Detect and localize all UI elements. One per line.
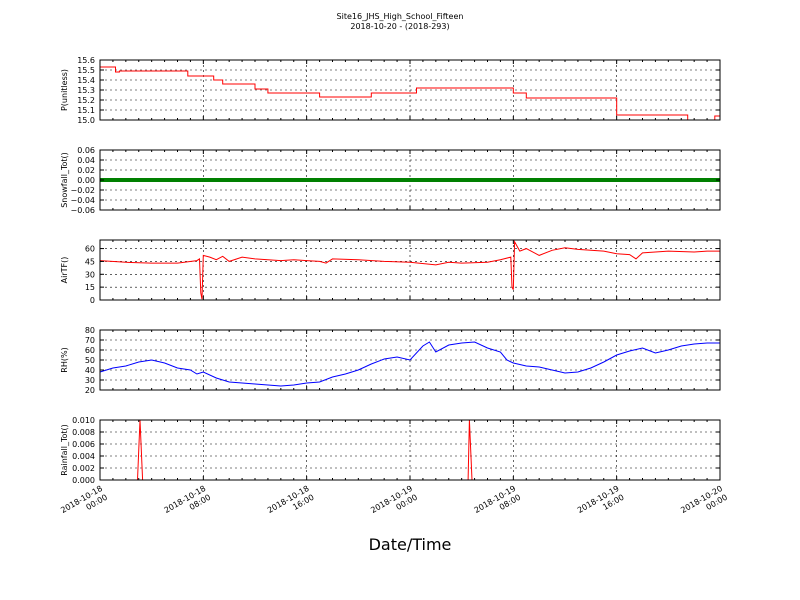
y-ticks: 0 15 30 45 60 [85, 245, 720, 305]
y-tick-label: 30 [85, 270, 95, 279]
grid [100, 420, 720, 480]
y-tick-label: 0.02 [77, 166, 95, 175]
y-tick-label: −0.06 [70, 206, 95, 215]
panel-5: 0.000 0.002 0.004 0.006 0.008 0.010Rainfall_T… [60, 416, 721, 485]
y-tick-label: −0.04 [70, 196, 95, 205]
grid [100, 240, 720, 300]
y-tick-label: 0 [90, 296, 95, 305]
y-tick-label: 15.2 [77, 96, 95, 105]
y-tick-label: 15.0 [77, 116, 95, 125]
y-tick-label: 15.3 [77, 86, 95, 95]
y-tick-label: 45 [85, 257, 95, 266]
y-tick-label: 0.010 [72, 416, 95, 425]
y-tick-label: 80 [85, 326, 95, 335]
y-tick-label: 60 [85, 245, 95, 254]
y-tick-label: 15.4 [77, 76, 95, 85]
panels: 15.015.115.215.315.415.515.6 P(unitless) −… [60, 56, 721, 485]
x-ticks [99, 330, 721, 390]
y-tick-label: 15 [85, 283, 95, 292]
y-tick-label: −0.02 [70, 186, 95, 195]
panel-3: 0 15 30 45 60 AirTF() [60, 239, 721, 305]
x-ticks [99, 240, 721, 300]
y-tick-label: 20 [85, 386, 95, 395]
chart-title: Site16_JHS_High_School_Fifteen [337, 12, 464, 21]
panel-1: 15.015.115.215.315.415.515.6 P(unitless) [60, 56, 721, 125]
y-tick-label: 0.002 [72, 464, 95, 473]
y-tick-label: 0.008 [72, 428, 95, 437]
panel-2: −0.06−0.04−0.020.000.020.040.06Snowfall_… [60, 146, 721, 215]
chart-subtitle: 2018-10-20 - (2018-293) [350, 22, 449, 31]
y-axis-label: Snowfall_Tot() [60, 152, 69, 208]
series-line-1 [99, 341, 720, 387]
series-line-1 [100, 66, 720, 121]
y-tick-label: 15.6 [77, 56, 95, 65]
x-ticks [99, 150, 721, 210]
y-tick-label: 0.006 [72, 440, 95, 449]
y-tick-label: 0.04 [77, 156, 95, 165]
x-ticks [99, 60, 721, 120]
y-tick-label: 15.5 [77, 66, 95, 75]
y-tick-label: 0.00 [77, 176, 95, 185]
x-ticks [99, 420, 721, 480]
y-ticks: −0.06−0.04−0.020.000.020.040.06 [70, 146, 720, 215]
y-tick-label: 0.000 [72, 476, 95, 485]
y-tick-label: 60 [85, 346, 95, 355]
y-axis-label: AirTF() [60, 257, 69, 284]
y-ticks: 0.000 0.002 0.004 0.006 0.008 0.010 [72, 416, 720, 485]
y-axis-label: Rainfall_Tot() [60, 424, 69, 476]
x-axis-label: Date/Time [369, 535, 452, 554]
y-ticks: 15.015.115.215.315.415.515.6 [77, 56, 720, 125]
y-axis-label: RH(%) [60, 347, 69, 372]
y-tick-label: 0.004 [72, 452, 95, 461]
y-tick-label: 40 [85, 366, 95, 375]
y-axis-label: P(unitless) [60, 69, 69, 111]
y-tick-label: 0.06 [77, 146, 95, 155]
y-tick-label: 70 [85, 336, 95, 345]
series-line-1 [99, 239, 720, 300]
y-tick-label: 30 [85, 376, 95, 385]
y-tick-label: 15.1 [77, 106, 95, 115]
y-tick-label: 50 [85, 356, 95, 365]
